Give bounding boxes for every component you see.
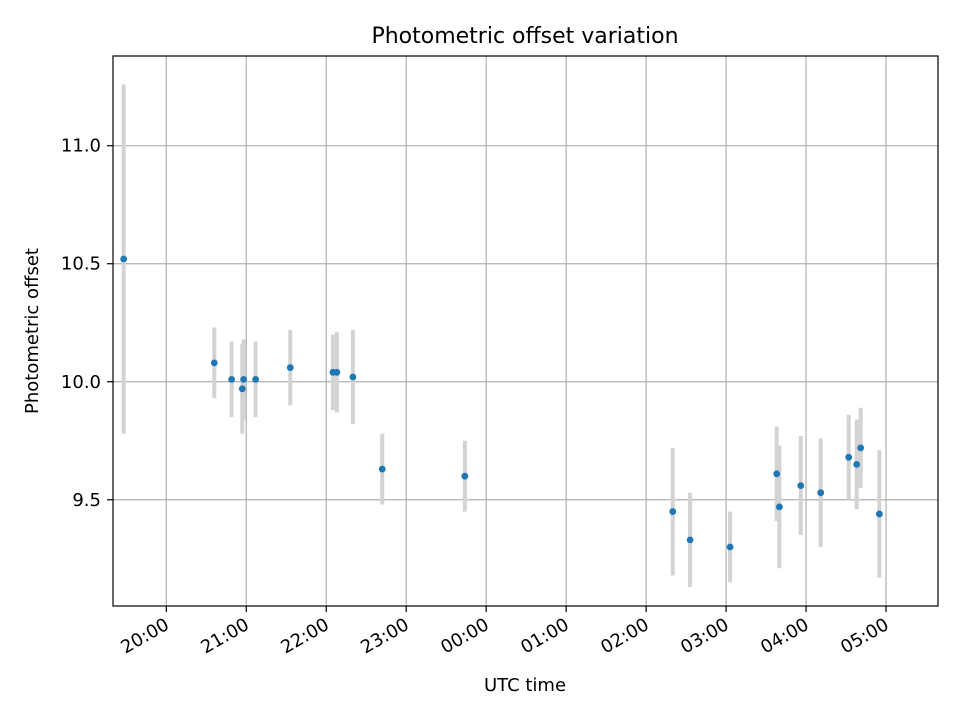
data-point <box>797 482 805 490</box>
data-point <box>252 375 260 383</box>
data-point <box>875 510 883 518</box>
x-axis-label: UTC time <box>484 675 566 696</box>
data-point <box>817 489 825 497</box>
plot-frame <box>112 55 939 607</box>
data-point <box>773 470 781 478</box>
data-point <box>669 508 677 515</box>
data-point <box>286 364 294 371</box>
data-point <box>726 543 734 551</box>
data-point <box>686 536 694 544</box>
data-point <box>461 472 469 480</box>
data-point <box>120 255 128 263</box>
chart-title: Photometric offset variation <box>371 24 678 49</box>
data-point <box>349 373 357 381</box>
data-point <box>210 359 218 367</box>
y-axis-label: Photometric offset <box>22 248 43 414</box>
data-point <box>240 375 248 383</box>
data-point <box>775 503 783 511</box>
data-point <box>333 368 341 376</box>
data-points <box>120 255 883 551</box>
grid <box>113 56 938 606</box>
data-point <box>853 460 861 468</box>
y-tick-label: 10.5 <box>61 254 101 275</box>
y-tick-label: 10.0 <box>61 372 101 393</box>
data-point <box>378 465 386 473</box>
data-point <box>857 444 865 452</box>
data-point <box>845 453 853 461</box>
data-point <box>228 375 236 383</box>
data-point <box>238 385 246 393</box>
y-tick-label: 11.0 <box>61 136 101 157</box>
y-tick-label: 9.5 <box>72 490 101 511</box>
